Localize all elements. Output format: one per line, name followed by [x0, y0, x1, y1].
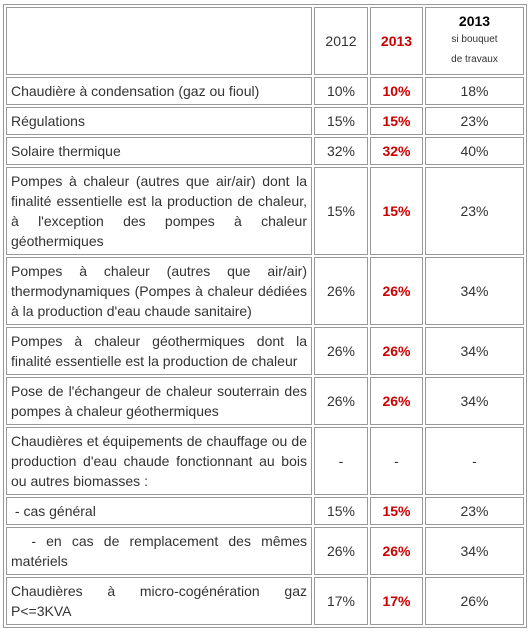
- row-label-text: - cas général: [11, 503, 96, 519]
- table-row: Pose de l'échangeur de chaleur souterrai…: [6, 377, 524, 425]
- header-blank-cell: [6, 7, 312, 75]
- row-value-2012: 26%: [314, 527, 368, 575]
- header-2013-label: 2013: [380, 33, 413, 49]
- row-value-bouquet: 23%: [425, 167, 524, 255]
- row-value-2012: 26%: [314, 377, 368, 425]
- credit-rates-table: 2012 2013 2013 si bouquet de travaux Cha…: [3, 4, 527, 628]
- row-label: Régulations: [6, 107, 312, 135]
- row-value-2013: 26%: [370, 257, 423, 325]
- row-label: - cas général: [6, 497, 312, 525]
- table-row: Pompes à chaleur (autres que air/air) do…: [6, 167, 524, 255]
- row-value-2012: 26%: [314, 257, 368, 325]
- row-value-2013: 15%: [370, 497, 423, 525]
- row-label: Pompes à chaleur géothermiques dont la f…: [6, 327, 312, 375]
- header-bouquet-line1: si bouquet: [451, 34, 498, 45]
- row-label: Solaire thermique: [6, 137, 312, 165]
- table-row: Solaire thermique 32% 32% 40%: [6, 137, 524, 165]
- row-value-2012: 17%: [314, 577, 368, 625]
- row-value-2013: 15%: [370, 167, 423, 255]
- row-value-bouquet: 23%: [425, 107, 524, 135]
- row-label: Pompes à chaleur (autres que air/air) do…: [6, 167, 312, 255]
- row-value-2013: -: [370, 427, 423, 495]
- row-value-2012: -: [314, 427, 368, 495]
- row-value-bouquet: 40%: [425, 137, 524, 165]
- row-label: Chaudières et équipements de chauffage o…: [6, 427, 312, 495]
- row-label: Chaudières à micro-cogénération gaz P<=3…: [6, 577, 312, 625]
- table-row: Chaudière à condensation (gaz ou fioul) …: [6, 77, 524, 105]
- row-value-2013: 17%: [370, 577, 423, 625]
- table-row: - en cas de remplacement des mêmes matér…: [6, 527, 524, 575]
- row-label: Pompes à chaleur (autres que air/air) th…: [6, 257, 312, 325]
- header-2012: 2012: [314, 7, 368, 75]
- row-value-bouquet: 34%: [425, 377, 524, 425]
- row-value-bouquet: -: [425, 427, 524, 495]
- row-value-2013: 10%: [370, 77, 423, 105]
- row-value-bouquet: 34%: [425, 327, 524, 375]
- row-label: Chaudière à condensation (gaz ou fioul): [6, 77, 312, 105]
- table-row: Pompes à chaleur (autres que air/air) th…: [6, 257, 524, 325]
- row-value-bouquet: 34%: [425, 527, 524, 575]
- table-row: Chaudières et équipements de chauffage o…: [6, 427, 524, 495]
- table-row: Chaudières à micro-cogénération gaz P<=3…: [6, 577, 524, 625]
- header-2013: 2013: [370, 7, 423, 75]
- row-value-2013: 26%: [370, 377, 423, 425]
- row-value-2012: 15%: [314, 107, 368, 135]
- row-value-bouquet: 18%: [425, 77, 524, 105]
- header-bouquet-year: 2013: [458, 13, 491, 29]
- row-label: - en cas de remplacement des mêmes matér…: [6, 527, 312, 575]
- row-value-2013: 15%: [370, 107, 423, 135]
- row-value-2012: 10%: [314, 77, 368, 105]
- row-value-2012: 26%: [314, 327, 368, 375]
- row-value-2012: 15%: [314, 167, 368, 255]
- row-value-2013: 32%: [370, 137, 423, 165]
- row-value-2012: 32%: [314, 137, 368, 165]
- row-value-2012: 15%: [314, 497, 368, 525]
- header-bouquet-line2: de travaux: [451, 54, 498, 65]
- row-value-bouquet: 34%: [425, 257, 524, 325]
- row-label-text: - en cas de remplacement des mêmes matér…: [11, 533, 311, 569]
- header-row: 2012 2013 2013 si bouquet de travaux: [6, 7, 524, 75]
- table-row: Pompes à chaleur géothermiques dont la f…: [6, 327, 524, 375]
- table-row: - cas général 15% 15% 23%: [6, 497, 524, 525]
- table-row: Régulations 15% 15% 23%: [6, 107, 524, 135]
- row-value-bouquet: 26%: [425, 577, 524, 625]
- header-2013-bouquet: 2013 si bouquet de travaux: [425, 7, 524, 75]
- row-value-bouquet: 23%: [425, 497, 524, 525]
- row-value-2013: 26%: [370, 327, 423, 375]
- row-value-2013: 26%: [370, 527, 423, 575]
- header-2012-label: 2012: [325, 33, 357, 49]
- row-label: Pose de l'échangeur de chaleur souterrai…: [6, 377, 312, 425]
